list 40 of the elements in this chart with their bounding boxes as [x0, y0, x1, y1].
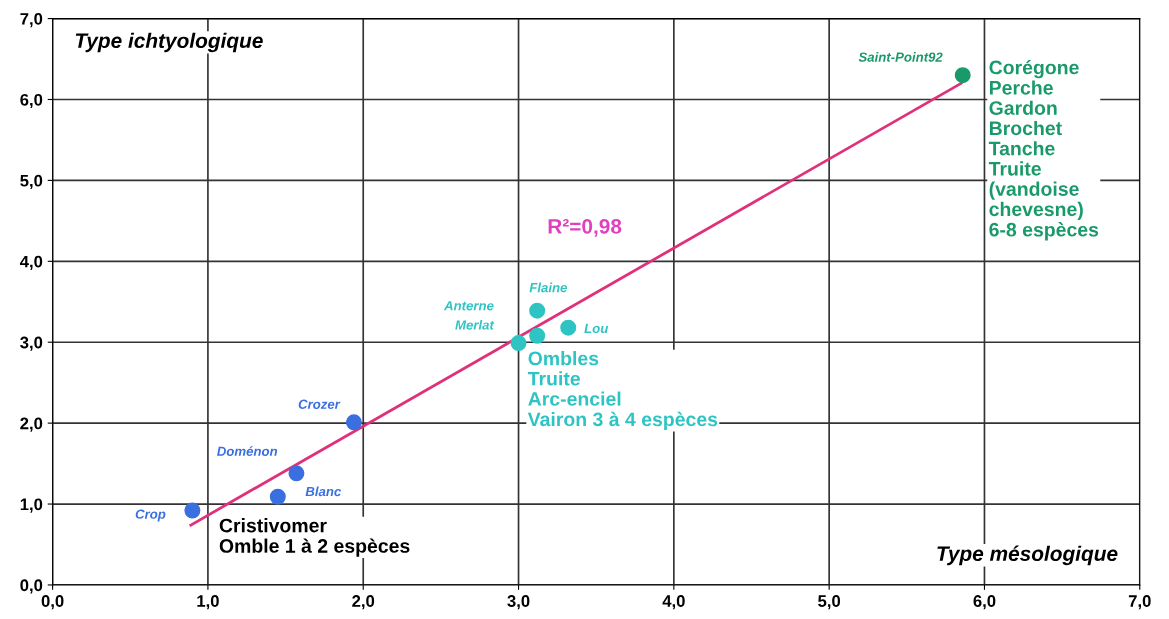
x-tick-label: 0,0: [41, 595, 64, 610]
y-tick-label: 3,0: [20, 336, 43, 351]
x-axis-title: Type mésologique: [937, 545, 1118, 566]
y-tick-label: 0,0: [20, 579, 43, 594]
point: [288, 465, 305, 482]
point: [529, 327, 546, 344]
x-tick-label: 7,0: [1128, 595, 1151, 610]
y-tick-label: 5,0: [20, 174, 43, 190]
y-tick-label: 4,0: [19, 255, 43, 270]
point: [269, 488, 286, 505]
x-tick-label: 6,0: [973, 595, 996, 610]
y-tick-label: 7,0: [20, 12, 43, 28]
annotation: Merlat: [455, 319, 495, 330]
annotation: Ombles Truite Arc-enciel Vairon 3 à 4 espèces: [527, 351, 718, 431]
x-tick-label: 1,0: [197, 595, 219, 610]
annotation: Lou: [584, 323, 609, 334]
y-axis-title: Type ichtyologique: [75, 32, 263, 53]
annotation: Blanc: [305, 486, 342, 497]
y-tick-label: 1,0: [20, 498, 43, 513]
text: Corégone Perche Gardon Brochet Tanche Truite (vandoise chevesne) 6-8 espèces: [988, 59, 1099, 241]
y-tick-label: 6,0: [20, 93, 43, 109]
x-tick-label: 2,0: [352, 595, 375, 610]
annotation: Anterne: [443, 301, 494, 311]
point: [510, 335, 527, 352]
y-tick-label: 2,0: [20, 417, 43, 432]
annotation: Flaine: [529, 282, 568, 293]
point: [184, 502, 201, 519]
x-tick-label: 5,0: [818, 595, 841, 610]
annotation: R²=0,98: [548, 218, 622, 237]
annotation: Cristivomer Omble 1 à 2 espèces: [219, 518, 410, 557]
x-tick-label: 3,0: [507, 595, 530, 610]
annotation: Crop: [135, 509, 166, 522]
x-tick-label: 4,0: [662, 595, 685, 610]
point: [345, 414, 362, 431]
annotation: Doménon: [217, 446, 278, 456]
point: [954, 67, 971, 84]
annotation: Crozer: [298, 399, 341, 409]
annotation: Saint-Point92: [858, 52, 943, 62]
point: [529, 302, 546, 319]
point: [560, 319, 577, 336]
